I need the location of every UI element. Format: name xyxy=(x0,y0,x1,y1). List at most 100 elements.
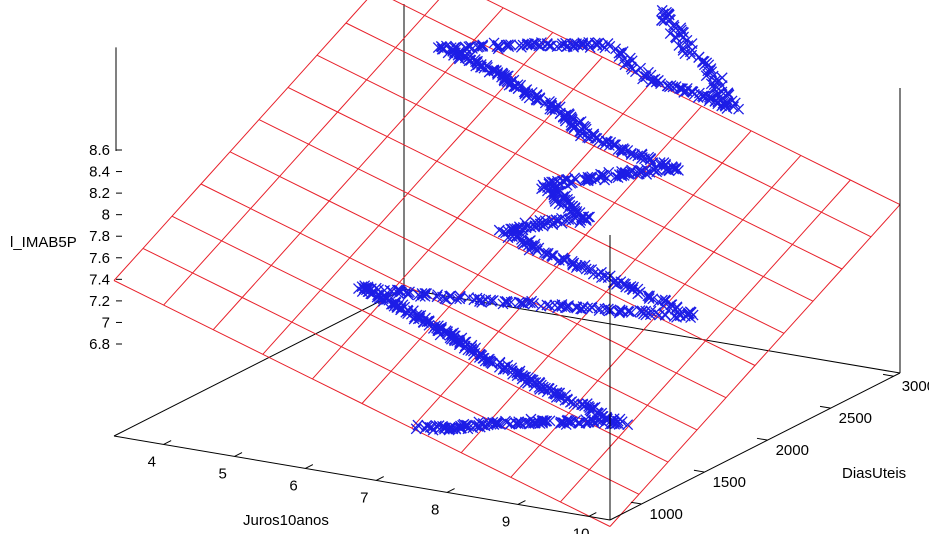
z-tick-label: 7.8 xyxy=(89,228,110,245)
data-point-marker xyxy=(512,418,524,430)
data-point-marker xyxy=(625,147,637,159)
data-point-marker xyxy=(634,165,646,177)
data-point-marker xyxy=(501,296,513,308)
data-point-marker xyxy=(726,95,738,107)
data-point-marker xyxy=(522,372,534,384)
plane-gridline-y xyxy=(142,247,640,495)
plane-gridline-y xyxy=(258,119,756,366)
data-point-marker xyxy=(454,290,466,302)
data-point-marker xyxy=(722,87,734,99)
data-point-marker xyxy=(526,38,538,50)
data-point-marker xyxy=(473,41,485,53)
data-point-marker xyxy=(521,84,533,96)
data-point-marker xyxy=(587,416,599,428)
data-point-marker xyxy=(526,374,537,386)
data-point-marker xyxy=(535,379,547,391)
data-point-marker xyxy=(628,281,640,293)
data-point-marker xyxy=(575,116,587,128)
data-point-marker xyxy=(477,39,489,51)
data-point-marker xyxy=(526,295,538,307)
data-point-marker xyxy=(462,420,474,431)
plane-gridline-y xyxy=(392,0,872,238)
data-point-marker xyxy=(546,384,558,396)
data-point-marker xyxy=(541,39,553,51)
data-point-marker xyxy=(650,307,662,319)
data-point-marker xyxy=(394,284,406,296)
z-axis-label: l_IMAB5P xyxy=(10,234,77,251)
data-point-marker xyxy=(670,162,682,174)
data-point-marker xyxy=(619,144,630,156)
data-point-marker xyxy=(447,423,459,435)
data-point-marker xyxy=(666,299,678,311)
plane-gridline-y xyxy=(287,86,785,334)
data-point-marker xyxy=(389,299,401,311)
data-point-marker xyxy=(656,4,668,16)
data-point-marker xyxy=(445,290,457,302)
data-point-marker xyxy=(650,162,662,174)
data-point-marker xyxy=(544,95,555,107)
data-point-marker xyxy=(404,286,415,298)
data-point-marker xyxy=(463,41,475,53)
data-point-marker xyxy=(539,415,551,427)
data-point-marker xyxy=(521,237,533,249)
data-point-marker xyxy=(586,264,598,275)
data-point-marker xyxy=(605,136,617,148)
data-point-marker xyxy=(524,235,536,246)
data-point-marker xyxy=(712,88,724,100)
data-point-marker xyxy=(454,293,466,305)
data-point-marker xyxy=(556,38,568,50)
data-point-marker xyxy=(678,86,690,98)
data-point-marker xyxy=(422,421,434,432)
data-point-marker xyxy=(716,72,728,84)
y-tick xyxy=(819,405,831,409)
data-point-marker xyxy=(582,171,594,183)
data-point-marker xyxy=(729,97,741,109)
data-point-marker xyxy=(551,387,563,399)
x-tick xyxy=(375,476,384,481)
data-point-marker xyxy=(610,274,622,286)
data-point-marker xyxy=(465,40,476,52)
z-tick-label: 7 xyxy=(102,314,110,331)
axis-labels: Juros10anos DiasUteis l_IMAB5P xyxy=(10,234,906,529)
data-point-marker xyxy=(659,309,671,321)
data-point-marker xyxy=(701,57,713,69)
data-point-marker xyxy=(579,259,591,271)
tick-marks: 6.8 7 7.2 7.4 7.6 7.8 8 8.2 8.4 8.6 4 5 6 7 8 9 10 1000 15… xyxy=(89,47,929,534)
data-point-marker xyxy=(629,149,640,161)
data-point-marker xyxy=(598,169,610,181)
data-point-marker xyxy=(424,421,436,433)
data-point-marker xyxy=(362,282,374,294)
data-point-marker xyxy=(660,295,672,307)
data-point-marker xyxy=(675,24,687,36)
data-point-marker xyxy=(505,39,517,51)
data-point-marker xyxy=(456,332,468,344)
data-point-marker xyxy=(591,39,603,51)
z-tick-label: 8.6 xyxy=(89,142,110,159)
data-point-marker xyxy=(596,169,608,181)
data-point-marker xyxy=(548,176,559,188)
data-point-marker xyxy=(500,39,512,51)
data-point-marker xyxy=(643,293,655,304)
z-tick-label: 7.6 xyxy=(89,250,110,267)
data-point-marker xyxy=(613,306,625,318)
data-point-marker xyxy=(554,387,565,399)
back-floor-edge-y xyxy=(403,288,901,374)
data-point-marker xyxy=(526,87,538,98)
data-point-marker xyxy=(510,417,522,429)
data-point-marker xyxy=(636,305,648,317)
data-point-marker xyxy=(493,224,505,236)
data-point-marker xyxy=(595,266,607,278)
data-point-marker xyxy=(531,90,543,101)
data-point-marker xyxy=(407,305,419,317)
data-point-marker xyxy=(500,227,512,239)
y-tick-label: 1500 xyxy=(713,474,746,491)
data-point-marker xyxy=(592,268,604,280)
data-point-marker xyxy=(414,291,426,302)
data-point-marker xyxy=(435,40,447,52)
data-point-marker xyxy=(573,117,585,129)
x-tick xyxy=(588,512,597,517)
data-point-marker xyxy=(638,70,650,81)
z-tick-label: 7.4 xyxy=(89,271,110,288)
y-tick xyxy=(693,469,705,473)
data-point-marker xyxy=(474,296,485,307)
